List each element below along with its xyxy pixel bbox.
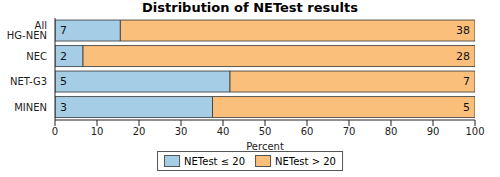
svg-text:20: 20 (133, 126, 146, 137)
svg-text:90: 90 (427, 126, 440, 137)
svg-text:AllHG-NEN: AllHG-NEN (8, 20, 47, 41)
svg-text:7: 7 (60, 24, 67, 37)
svg-text:7: 7 (463, 75, 470, 88)
svg-text:38: 38 (456, 24, 470, 37)
svg-text:5: 5 (463, 101, 470, 114)
svg-text:60: 60 (301, 126, 314, 137)
svg-text:0: 0 (52, 126, 58, 137)
html-text:NETest > 20: NETest > 20 (275, 155, 336, 167)
svg-text:80: 80 (385, 126, 398, 137)
svg-text:100: 100 (465, 126, 484, 137)
svg-text:10: 10 (91, 126, 104, 137)
svg-text:5: 5 (60, 75, 67, 88)
svg-text:50: 50 (259, 126, 272, 137)
svg-text:30: 30 (175, 126, 188, 137)
svg-text:70: 70 (343, 126, 356, 137)
svg-text:40: 40 (217, 126, 230, 137)
svg-text:Percent: Percent (246, 141, 284, 150)
svg-text:NEC: NEC (26, 51, 47, 62)
html-text:NETest ≤ 20: NETest ≤ 20 (184, 155, 245, 167)
svg-text:MINEN: MINEN (14, 102, 47, 113)
svg-text:2: 2 (60, 50, 67, 63)
svg-text:NET-G3: NET-G3 (10, 76, 47, 87)
svg-text:3: 3 (60, 101, 67, 114)
html-text:Distribution of NETest results: Distribution of NETest results (142, 0, 358, 15)
svg-text:28: 28 (456, 50, 470, 63)
